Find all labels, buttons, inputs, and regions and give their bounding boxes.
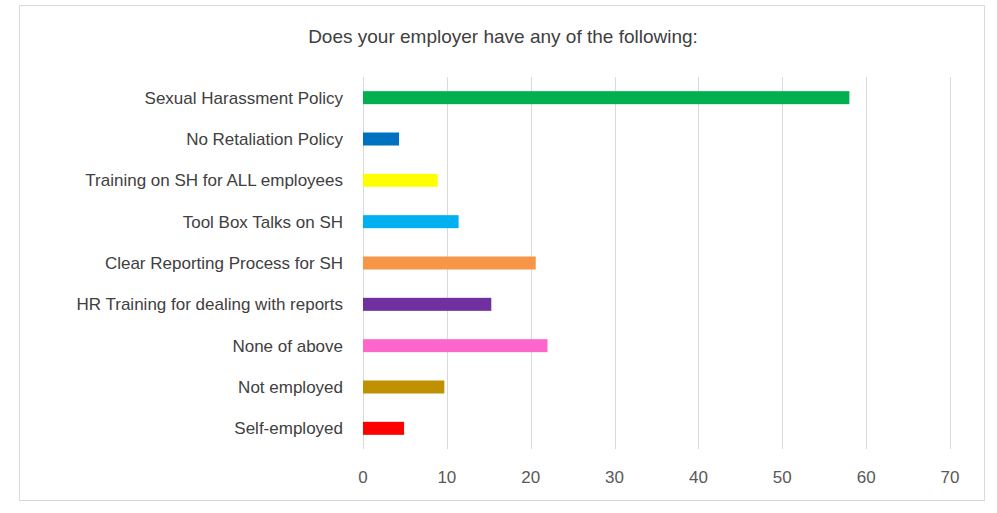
bars <box>363 91 849 435</box>
chart-svg: Does your employer have any of the follo… <box>0 0 997 513</box>
category-label: HR Training for dealing with reports <box>77 295 343 314</box>
category-label: Training on SH for ALL employees <box>85 171 343 190</box>
category-label: Tool Box Talks on SH <box>183 213 343 232</box>
tick-label: 60 <box>857 468 876 487</box>
grid-line <box>698 77 699 449</box>
grid-line <box>615 77 616 449</box>
category-label: No Retaliation Policy <box>186 130 343 149</box>
grid <box>364 77 951 449</box>
tick-label: 70 <box>941 468 960 487</box>
category-label: Clear Reporting Process for SH <box>105 254 343 273</box>
tick-label: 30 <box>605 468 624 487</box>
bar <box>363 298 491 311</box>
bar <box>363 257 536 270</box>
grid-line <box>950 77 951 449</box>
tick-label: 20 <box>521 468 540 487</box>
bar <box>363 133 399 146</box>
tick-label: 40 <box>689 468 708 487</box>
tick-label: 0 <box>358 468 367 487</box>
chart-frame <box>20 6 985 501</box>
category-label: Self-employed <box>234 419 343 438</box>
bar <box>363 339 547 352</box>
tick-label: 50 <box>773 468 792 487</box>
bar <box>363 174 438 187</box>
category-labels: Sexual Harassment Policy No Retaliation P… <box>77 89 344 439</box>
tick-label: 10 <box>437 468 456 487</box>
grid-line <box>782 77 783 449</box>
bar <box>363 381 444 394</box>
category-label: None of above <box>232 337 343 356</box>
grid-line <box>866 77 867 449</box>
category-label: Not employed <box>238 378 343 397</box>
chart-title: Does your employer have any of the follo… <box>308 26 698 47</box>
bar <box>363 422 404 435</box>
bar <box>363 215 459 228</box>
category-label: Sexual Harassment Policy <box>145 89 344 108</box>
chart-container: Does your employer have any of the follo… <box>0 0 997 513</box>
bar <box>363 91 849 104</box>
